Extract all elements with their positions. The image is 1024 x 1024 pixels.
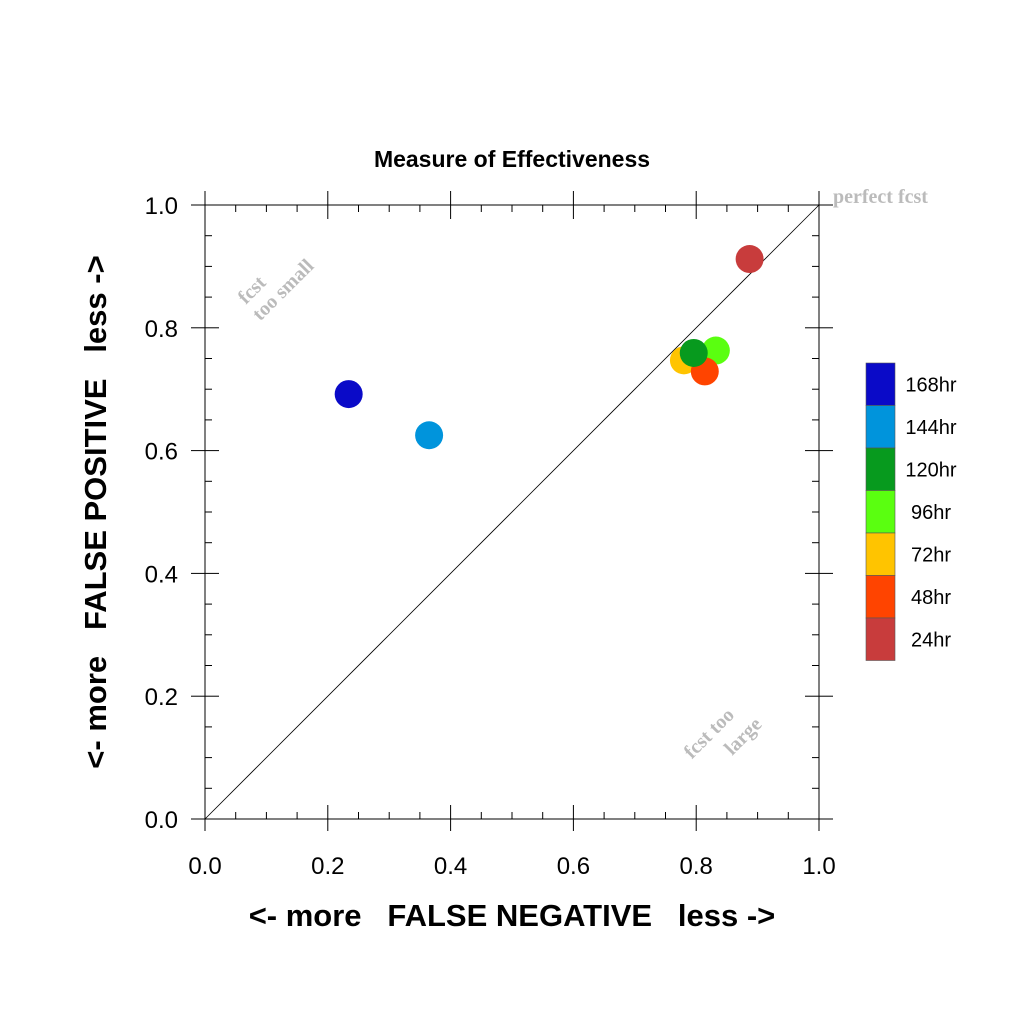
x-tick-label: 0.8	[680, 853, 713, 880]
x-tick-label: 0.4	[434, 853, 467, 880]
legend-swatch-144hr	[865, 405, 896, 449]
legend-label-168hr: 168hr	[905, 374, 956, 396]
legend-label-72hr: 72hr	[911, 544, 951, 566]
legend-label-120hr: 120hr	[905, 459, 956, 481]
legend-swatch-168hr	[865, 362, 896, 406]
point-96hr	[701, 336, 730, 365]
data-points	[334, 245, 764, 450]
x-tick-label: 0.6	[557, 853, 590, 880]
y-tick-label: 0.2	[145, 684, 178, 711]
point-24hr	[735, 245, 764, 274]
legend-swatch-120hr	[865, 447, 896, 491]
legend-label-48hr: 48hr	[911, 587, 951, 609]
legend-swatch-96hr	[865, 490, 896, 534]
point-168hr	[334, 380, 363, 409]
y-tick-label: 0.0	[145, 807, 178, 834]
legend-swatch-72hr	[865, 532, 896, 576]
x-axis-label: <- more FALSE NEGATIVE less ->	[249, 898, 776, 933]
perfect-forecast-diagonal	[204, 204, 820, 820]
perfect-fcst-annotation: perfect fcst	[833, 186, 928, 208]
legend-label-96hr: 96hr	[911, 502, 951, 524]
fcst-too-large-annotation: fcst too large	[680, 704, 767, 763]
y-tick-label: 0.6	[145, 439, 178, 466]
point-120hr	[679, 338, 708, 367]
legend-label-144hr: 144hr	[905, 417, 956, 439]
legend-swatch-48hr	[865, 575, 896, 619]
legend: 168hr 144hr 120hr 96hr 72hr 48hr 24hr	[865, 362, 957, 661]
y-axis-label: <- more FALSE POSITIVE less ->	[78, 255, 113, 768]
point-144hr	[415, 421, 444, 450]
chart-title: Measure of Effectiveness	[374, 146, 650, 172]
legend-label-24hr: 24hr	[911, 629, 951, 651]
y-tick-label: 0.4	[145, 561, 178, 588]
y-tick-label: 1.0	[145, 193, 178, 220]
fcst-too-small-annotation: fcst too small	[234, 255, 319, 325]
x-tick-label: 0.2	[311, 853, 344, 880]
y-tick-label: 0.8	[145, 316, 178, 343]
x-tick-label: 1.0	[802, 853, 835, 880]
x-tick-label: 0.0	[188, 853, 221, 880]
legend-swatch-24hr	[865, 617, 896, 661]
axis-ticks: 0.0 0.2 0.4 0.6 0.8 1.0 0.0 0.2 0.4 0.6 0.8 1.0	[145, 191, 836, 880]
